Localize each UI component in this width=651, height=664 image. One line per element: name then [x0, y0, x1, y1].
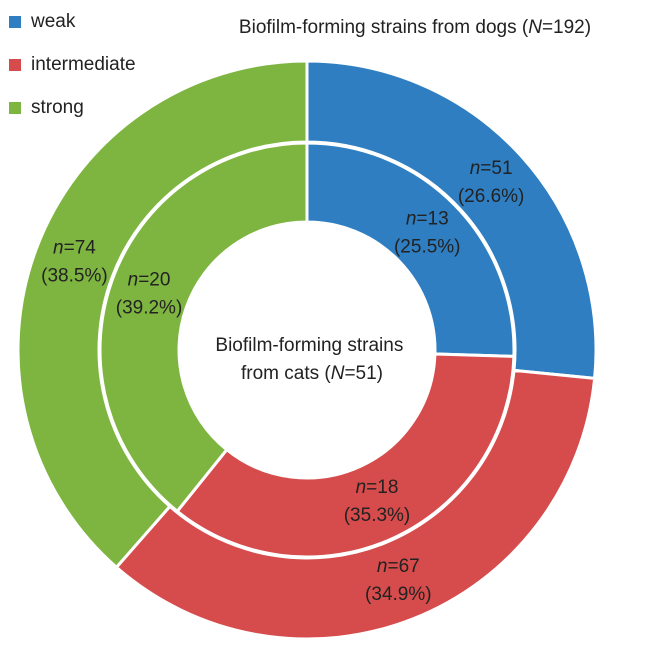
legend-label: weak — [30, 11, 76, 32]
legend-swatch — [9, 102, 21, 114]
percent-label: (25.5%) — [394, 236, 461, 257]
percent-label: (38.5%) — [41, 265, 108, 286]
percent-label: (39.2%) — [116, 297, 183, 318]
percent-label: (35.3%) — [344, 505, 411, 526]
legend-label: strong — [31, 97, 84, 118]
ring-segment — [175, 352, 516, 559]
ring-segment — [98, 141, 309, 514]
value-label: n=67 — [377, 556, 420, 577]
value-label: n=18 — [356, 477, 399, 498]
outer-ring-title: Biofilm-forming strains from dogs (N=192… — [239, 17, 591, 38]
value-label: n=74 — [53, 237, 96, 258]
legend-label: intermediate — [31, 54, 136, 75]
percent-label: (34.9%) — [365, 584, 432, 605]
legend-swatch — [9, 16, 21, 28]
inner-ring-title: Biofilm-forming strains from cats (N=51) — [215, 335, 408, 384]
legend-swatch — [9, 59, 21, 71]
ring-segment — [305, 141, 516, 358]
percent-label: (26.6%) — [458, 186, 525, 207]
value-label: n=20 — [128, 269, 171, 290]
value-label: n=51 — [470, 158, 513, 179]
value-label: n=13 — [406, 208, 449, 229]
